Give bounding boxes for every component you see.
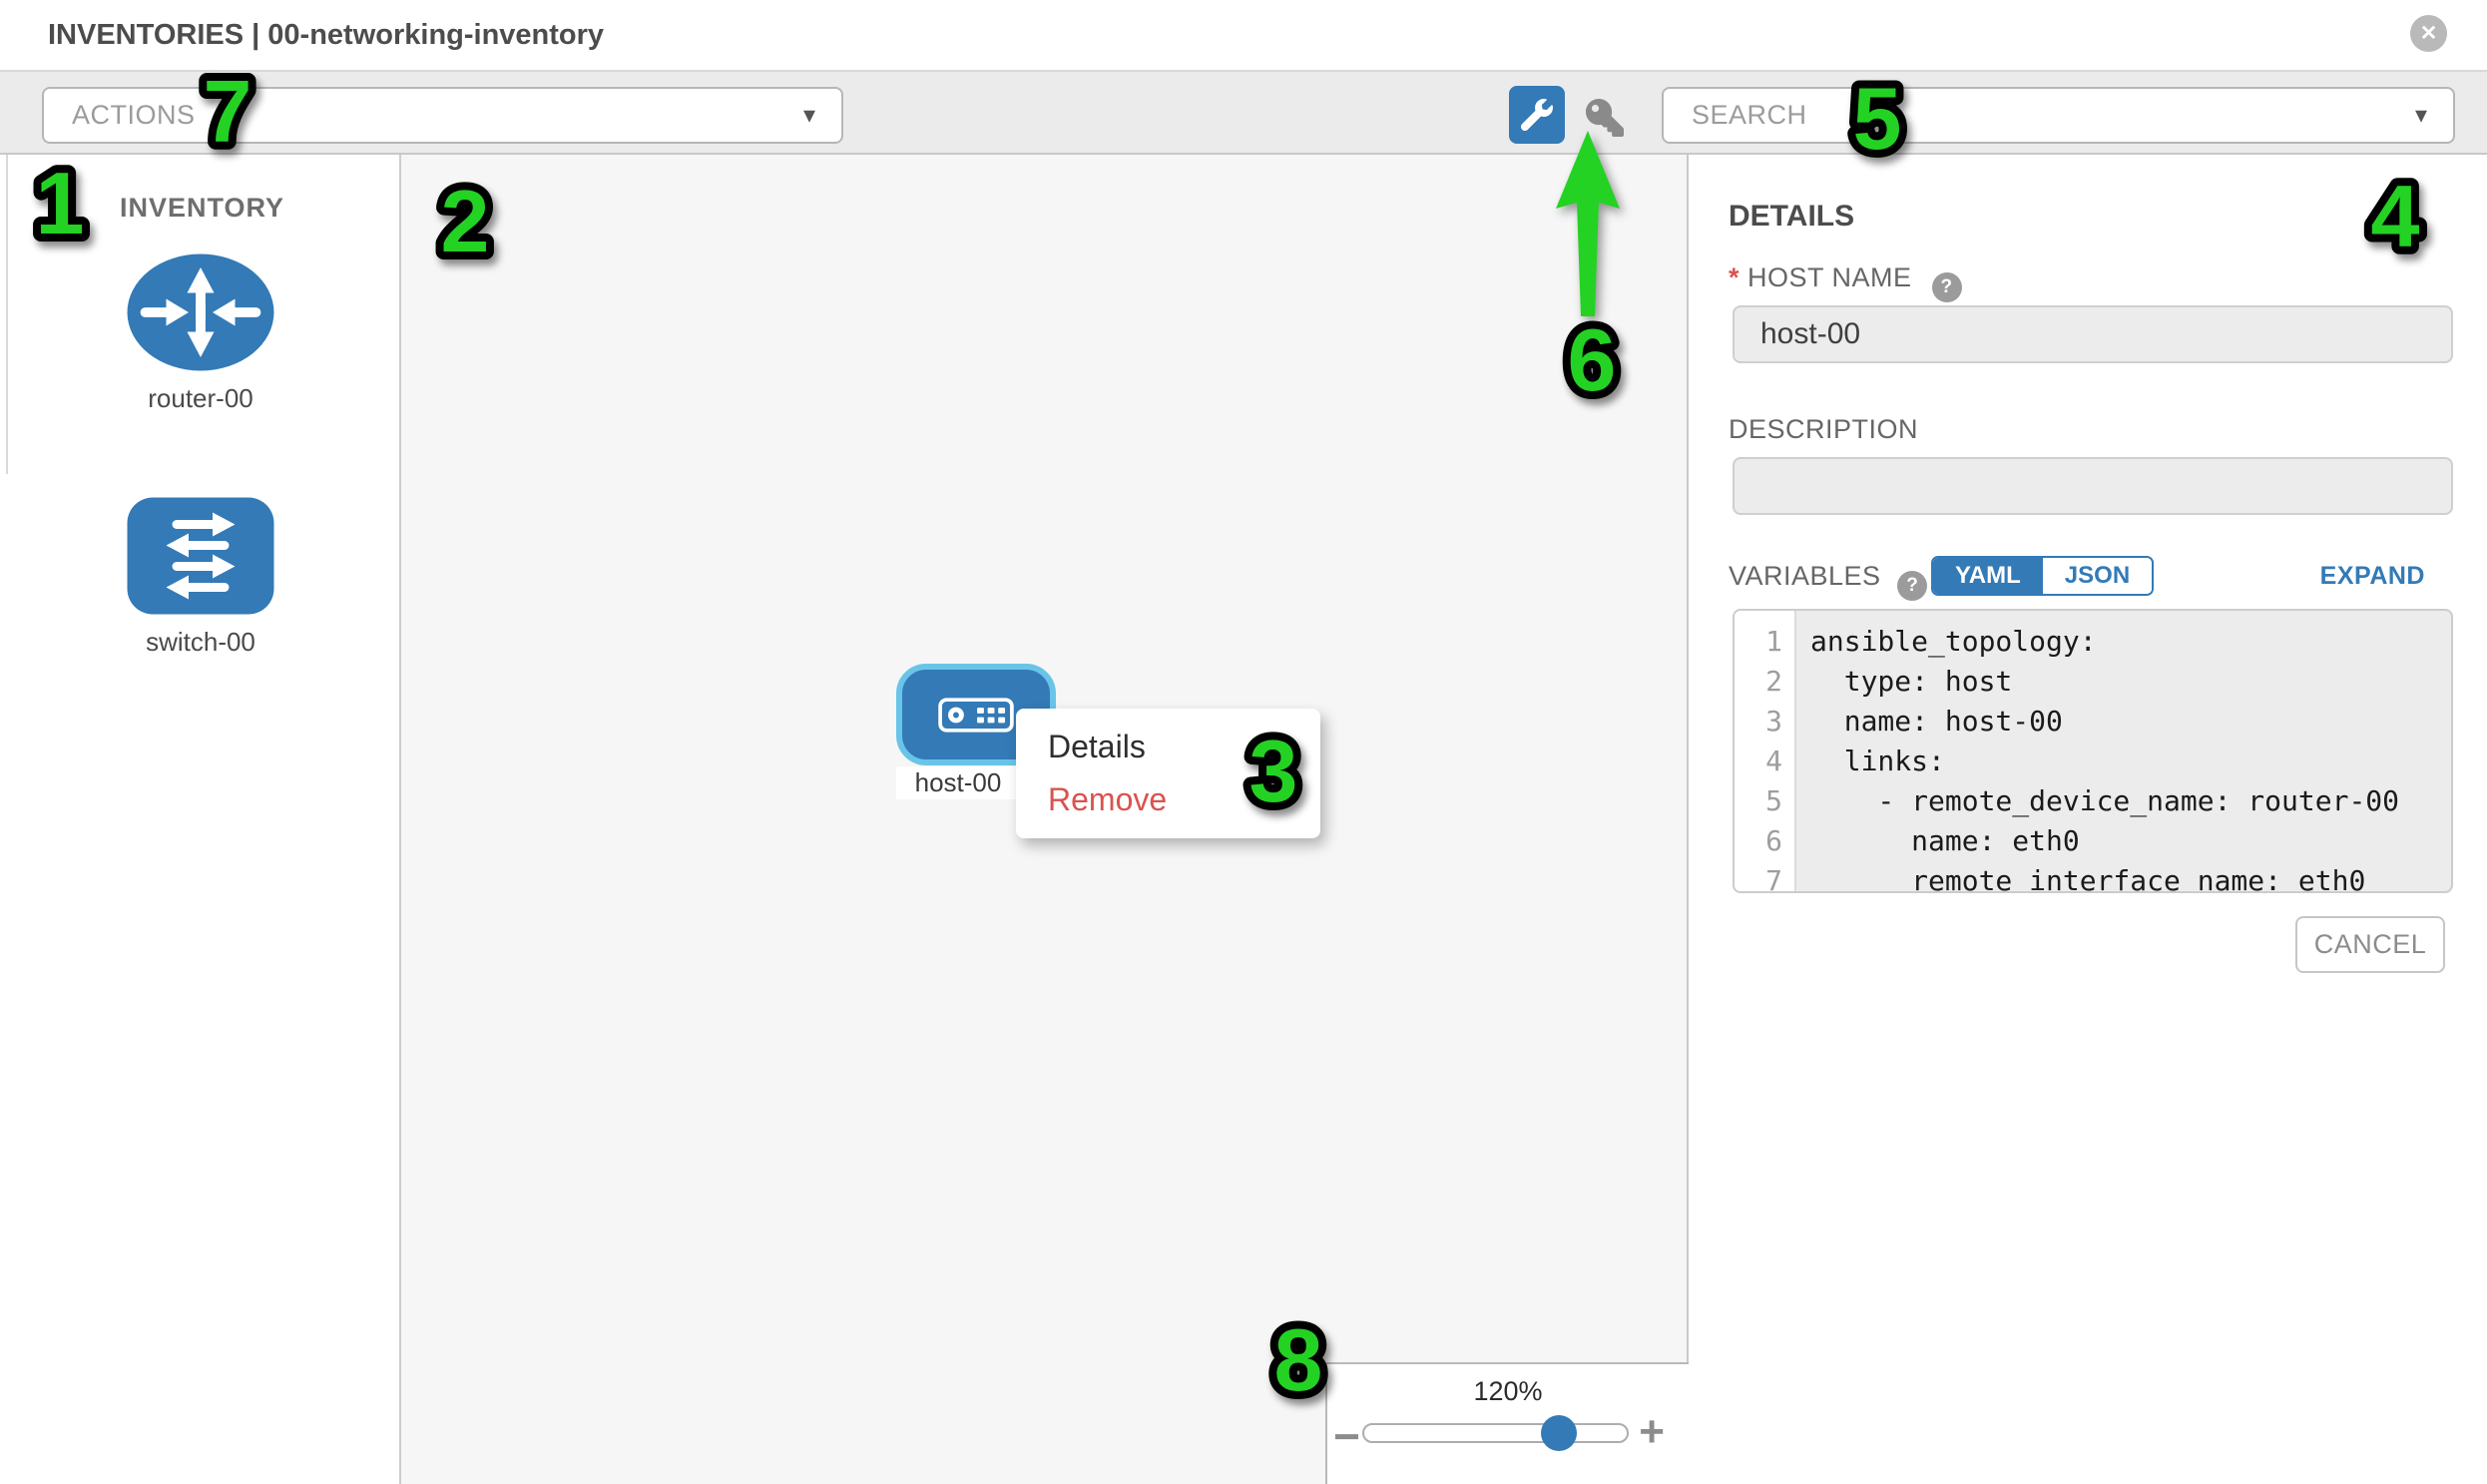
device-label: switch-00 [146,627,255,657]
sidebar-divider [6,155,8,474]
context-menu-item-details[interactable]: Details [1048,729,1146,764]
close-icon[interactable]: ✕ [2410,15,2447,52]
actions-dropdown[interactable]: ACTIONS ▾ [42,87,843,144]
key-button[interactable] [1583,96,1627,140]
tab-yaml[interactable]: YAML [1933,558,2043,594]
host-name-input[interactable] [1733,305,2453,363]
zoom-out-button[interactable]: − [1333,1410,1360,1462]
variables-header-row: VARIABLES ? YAML JSON EXPAND [1729,556,2453,601]
variables-code-editor: 1 2 3 4 5 6 7 ansible_topology: type: ho… [1733,609,2453,893]
variables-format-toggle: YAML JSON [1931,556,2155,596]
zoom-slider-thumb[interactable] [1541,1415,1577,1451]
host-node-label: host-00 [896,766,1020,799]
description-input[interactable] [1733,457,2453,515]
key-icon [1586,99,1624,137]
description-label: DESCRIPTION [1729,414,1919,444]
host-name-label: * HOST NAME ? [1729,262,1962,302]
node-context-menu: Details Remove [1016,709,1320,838]
help-icon[interactable]: ? [1931,272,1962,302]
editor-code-area[interactable]: ansible_topology: type: host name: host-… [1810,625,2400,893]
details-panel: DETAILS *HOST NAME ? DESCRIPTION VARIABL… [1691,155,2487,1484]
zoom-slider-track[interactable] [1362,1415,1629,1451]
expand-link[interactable]: EXPAND [2319,562,2425,590]
search-dropdown[interactable]: SEARCH ▾ [1662,87,2455,144]
host-icon [938,697,1014,733]
toolbar: ACTIONS ▾ SEARCH ▾ [0,72,2487,155]
topology-canvas[interactable]: host-00 Details Remove 120% − + [401,155,1689,1484]
required-marker: * [1729,262,1741,292]
search-placeholder: SEARCH [1692,100,1807,130]
inventory-sidebar: INVENTORY router-00 [0,155,401,1484]
switch-icon [127,497,274,615]
zoom-level-label: 120% [1473,1376,1543,1406]
wrench-icon [1521,99,1553,131]
tab-json[interactable]: JSON [2042,558,2153,594]
router-icon [127,253,274,371]
palette-device-switch[interactable]: switch-00 [0,496,401,658]
variables-label: VARIABLES [1729,561,1881,591]
details-panel-title: DETAILS [1729,200,1855,233]
help-icon[interactable]: ? [1897,571,1928,601]
editor-line-numbers: 1 2 3 4 5 6 7 [1735,611,1796,891]
breadcrumb-title: INVENTORIES | 00-networking-inventory [48,19,605,51]
chevron-down-icon: ▾ [2414,102,2427,129]
cancel-button[interactable]: CANCEL [2295,916,2445,973]
page-header: INVENTORIES | 00-networking-inventory ✕ [0,0,2487,72]
context-menu-item-remove[interactable]: Remove [1048,781,1168,817]
sidebar-title: INVENTORY [120,193,285,223]
toggle-toolbox-button[interactable] [1509,86,1565,144]
actions-placeholder: ACTIONS [72,100,196,130]
chevron-down-icon: ▾ [802,102,815,129]
palette-device-router[interactable]: router-00 [0,252,401,414]
device-label: router-00 [148,383,253,413]
zoom-in-button[interactable]: + [1639,1407,1665,1456]
zoom-control: 120% − + [1325,1362,1689,1484]
